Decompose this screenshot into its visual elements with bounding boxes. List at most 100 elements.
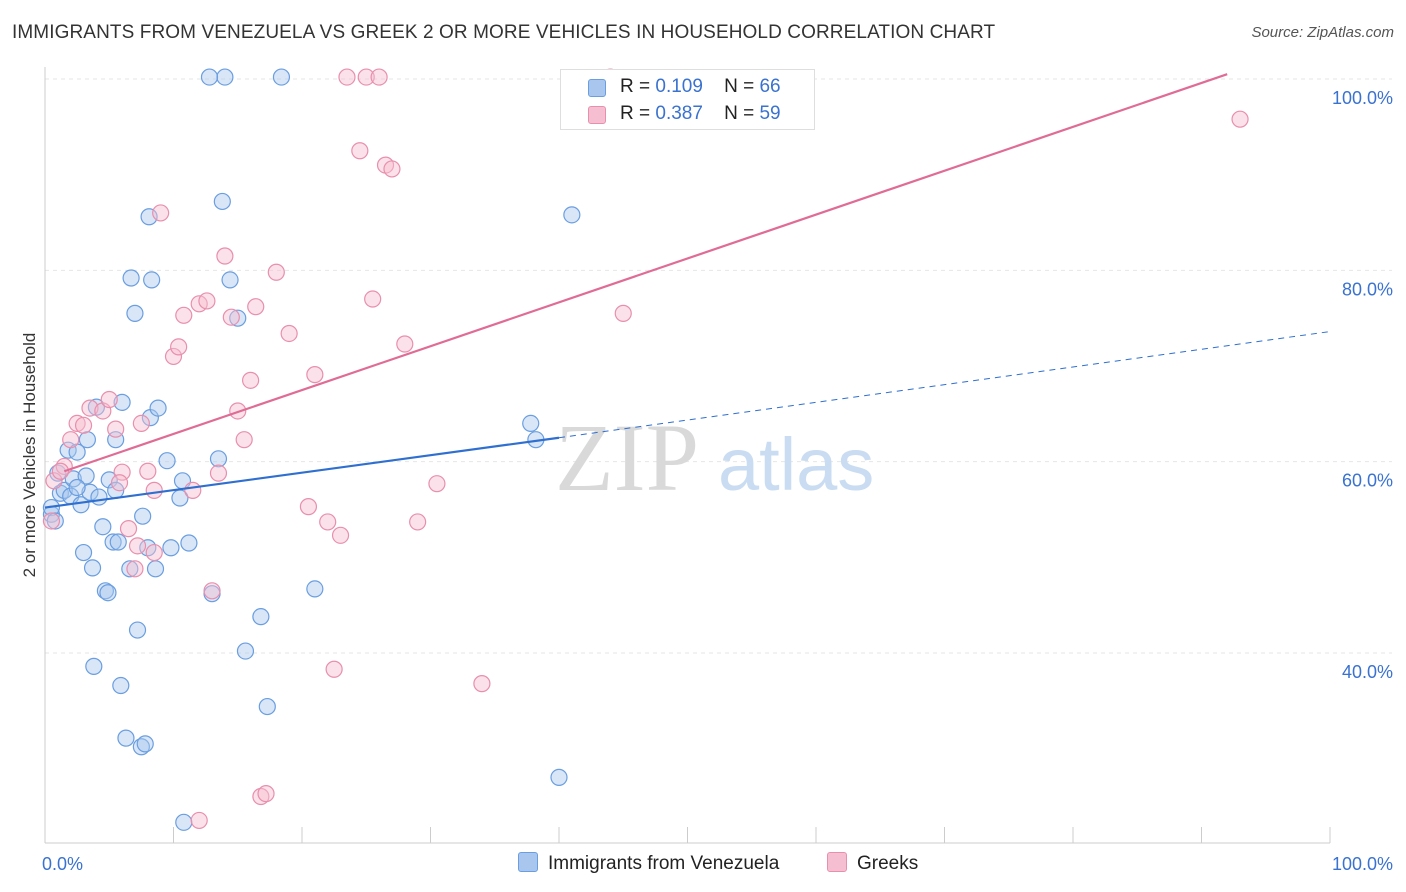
venezuela-point [94,518,112,536]
venezuela-point [90,488,108,506]
gridlines [45,78,1392,654]
venezuela-trend-extension [558,331,1331,439]
venezuela-point [81,483,99,501]
greeks-point [383,160,401,178]
greeks-point [198,292,216,310]
bottom-legend-venezuela: Immigrants from Venezuela [518,852,779,875]
venezuela-trend-line [44,436,560,509]
venezuela-point [272,68,291,86]
venezuela-point [162,539,180,557]
greeks-point [145,481,163,499]
y-tick-label: 80.0% [1342,279,1393,299]
data-points [42,68,1249,831]
greeks-point [170,338,188,356]
watermark-zip: ZIP [555,404,699,511]
greeks-point [428,475,446,493]
venezuela-point [209,450,228,468]
greeks-point [331,526,350,544]
greeks-point [164,347,183,366]
greeks-point [409,513,427,531]
greeks-point [45,472,63,490]
tick-labels: 100.0% 80.0% 60.0% 40.0% 0.0% 100.0% [42,88,1393,874]
chart-title: IMMIGRANTS FROM VENEZUELA VS GREEK 2 OR … [12,22,996,43]
bottom-legend-swatch-greeks [827,852,847,872]
greeks-point [235,431,253,449]
greeks-point [68,414,86,432]
legend-r-label: R = [620,76,651,97]
greeks-point [338,68,356,86]
greeks-point [203,582,221,600]
bottom-legend-label-venezuela: Immigrants from Venezuela [548,853,780,874]
x-tick-label-start: 0.0% [42,854,83,874]
venezuela-point [550,768,568,786]
venezuela-point [158,452,176,470]
greeks-point [100,390,118,409]
greeks-point [209,464,228,482]
greeks-point [614,304,632,322]
legend-swatch-greeks [588,106,606,124]
venezuela-point [143,271,161,289]
venezuela-point [104,533,122,551]
venezuela-point [200,68,219,86]
greeks-point [74,416,93,434]
venezuela-point [128,621,147,639]
greeks-point [132,414,150,432]
legend-n-value-greeks: 59 [759,103,781,124]
legend-n-label: N = [724,76,755,97]
venezuela-point [146,560,165,578]
greeks-point [190,811,208,830]
greeks-point [139,462,157,480]
venezuela-point [122,269,140,287]
legend-n-label: N = [724,103,755,124]
venezuela-point [74,543,93,562]
greeks-point [113,463,131,481]
venezuela-point [68,478,86,497]
greeks-trend-line [63,73,1228,473]
venezuela-point [258,697,276,716]
legend-r-value-greeks: 0.387 [655,103,703,124]
bottom-legend-swatch-venezuela [518,852,538,872]
greeks-point [473,675,491,693]
venezuela-point [236,642,255,660]
greeks-point [62,431,80,449]
greeks-point [351,142,369,160]
venezuela-point [252,608,270,626]
venezuela-point [134,507,152,525]
greeks-point [1231,110,1249,128]
greeks-point [319,513,337,531]
greeks-point [81,399,99,417]
venezuela-point [85,657,103,675]
venezuela-point [99,584,117,602]
greeks-point [396,335,414,353]
greeks-point [216,247,234,265]
greeks-point [42,512,61,530]
greeks-point [357,68,375,86]
legend-r-label: R = [620,103,651,124]
axes [44,67,1331,844]
legend-r-value-venezuela: 0.109 [655,76,703,97]
venezuela-point [100,471,118,489]
venezuela-point [96,582,114,600]
greeks-point [128,537,147,555]
greeks-point [175,306,193,324]
venezuela-point [126,304,144,322]
venezuela-point [117,729,135,747]
greeks-point [152,204,170,222]
greeks-point [280,324,298,343]
greeks-point [222,308,240,326]
venezuela-point [136,735,154,753]
y-tick-label: 60.0% [1342,471,1393,491]
venezuela-point [175,813,193,831]
venezuela-point [213,192,231,211]
venezuela-point [64,470,82,488]
venezuela-point [46,512,64,530]
venezuela-point [77,467,95,485]
bottom-legend-greeks: Greeks [827,852,918,875]
venezuela-point [149,399,167,417]
venezuela-point [83,559,102,577]
y-tick-label: 40.0% [1342,662,1393,682]
venezuela-point [113,393,131,411]
greeks-point [107,420,125,438]
greeks-point [110,474,129,492]
